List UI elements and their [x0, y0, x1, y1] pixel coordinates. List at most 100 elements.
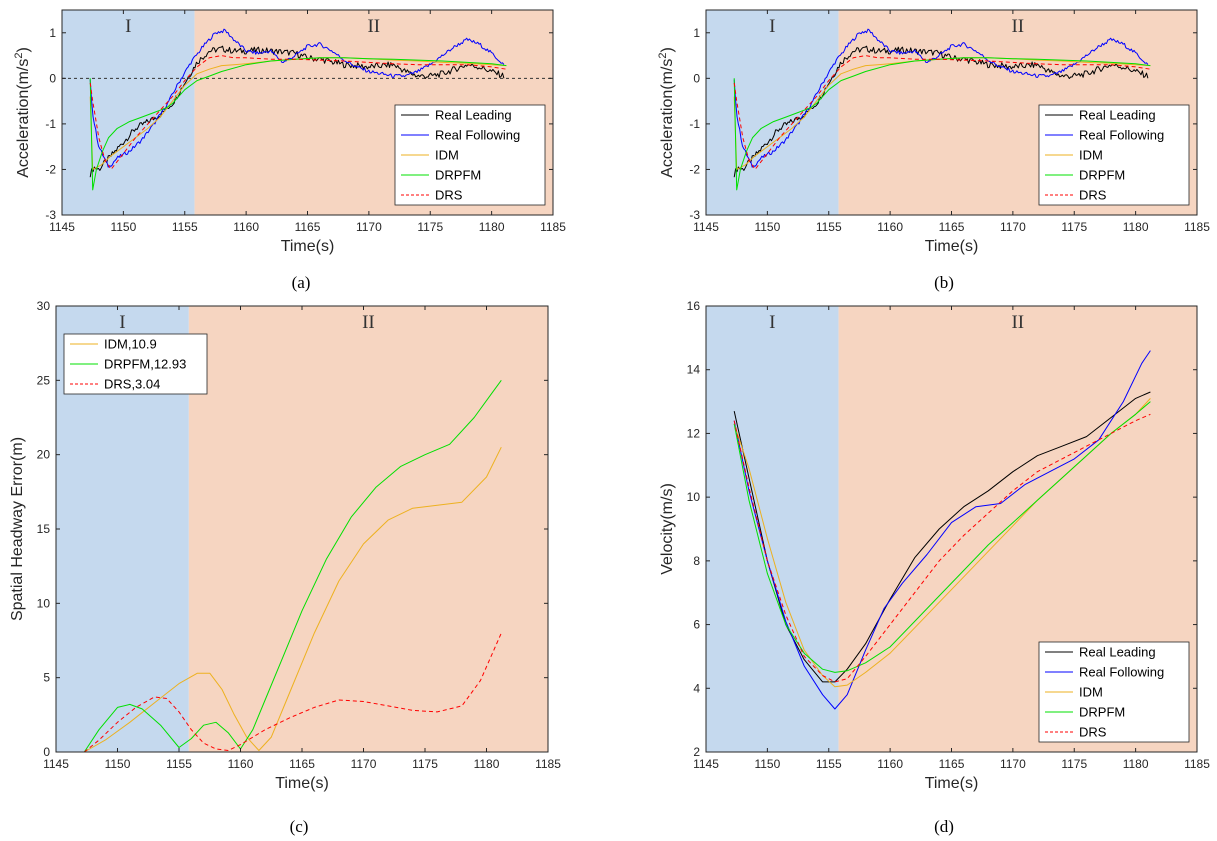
x-tick-label: 1150 — [105, 757, 131, 771]
x-tick-label: 1185 — [1184, 220, 1210, 234]
x-tick-label: 1175 — [1061, 757, 1087, 771]
legend-entry: DRPFM — [1079, 168, 1125, 183]
series-line-drpfm — [733, 57, 1151, 191]
x-tick-label: 1145 — [49, 220, 75, 234]
legend-entry: DRS,3.04 — [104, 377, 160, 392]
y-tick-label: 30 — [37, 299, 51, 313]
x-tick-label: 1185 — [535, 757, 561, 771]
x-tick-label: 1165 — [939, 220, 965, 234]
series-line-idm — [733, 57, 1151, 170]
y-tick-label: 20 — [37, 448, 51, 462]
y-tick-label: -3 — [689, 208, 700, 222]
x-tick-label: 1165 — [295, 220, 321, 234]
series-line-drs — [83, 632, 502, 753]
legend-entry: IDM,10.9 — [104, 337, 157, 352]
x-axis-label: Time(s) — [275, 775, 329, 792]
x-axis-label: Time(s) — [281, 238, 335, 255]
legend-entry: IDM — [1079, 685, 1103, 700]
y-axis-label-superscript: 2 — [13, 53, 25, 59]
y-tick-label: -2 — [689, 162, 700, 176]
x-tick-label: 1155 — [816, 220, 842, 234]
y-tick-label: -1 — [45, 117, 56, 131]
legend-entry: Real Leading — [435, 108, 512, 123]
panel-label: (a) — [292, 273, 311, 292]
y-tick-label: 16 — [687, 299, 701, 313]
x-tick-label: 1170 — [356, 220, 382, 234]
x-tick-label: 1160 — [877, 757, 903, 771]
legend-entry: Real Leading — [1079, 108, 1156, 123]
x-axis-label: Time(s) — [925, 238, 979, 255]
y-axis-label-close: ) — [659, 47, 676, 52]
phase-I-region — [706, 10, 839, 215]
y-tick-label: -3 — [45, 208, 56, 222]
phase-II-label: II — [367, 16, 380, 37]
x-tick-label: 1170 — [351, 757, 377, 771]
y-axis-label: Spatial Headway Error(m) — [9, 437, 26, 621]
legend-entry: DRPFM,12.93 — [104, 357, 186, 372]
y-tick-label: -2 — [45, 162, 56, 176]
x-tick-label: 1185 — [540, 220, 566, 234]
x-tick-label: 1180 — [1123, 757, 1149, 771]
phase-II-label: II — [1011, 312, 1024, 333]
x-tick-label: 1175 — [1061, 220, 1087, 234]
legend-entry: DRPFM — [435, 168, 481, 183]
y-tick-label: 14 — [687, 363, 701, 377]
series-line-drpfm — [89, 57, 507, 191]
y-tick-label: 8 — [693, 554, 700, 568]
x-tick-label: 1160 — [228, 757, 254, 771]
legend: Real Leading Real Following IDM DRPFM DRS — [1038, 104, 1190, 206]
y-tick-label: 2 — [693, 745, 700, 759]
phase-II-label: II — [362, 312, 375, 333]
legend-entry: DRPFM — [1079, 705, 1125, 720]
x-tick-label: 1150 — [754, 757, 780, 771]
y-tick-label: 4 — [693, 681, 700, 695]
series-line-real-leading — [733, 45, 1149, 178]
legend-entry: Real Following — [1079, 665, 1164, 680]
y-tick-label: 12 — [687, 426, 701, 440]
phase-II-region — [188, 306, 548, 752]
x-tick-label: 1170 — [1000, 220, 1026, 234]
x-tick-label: 1180 — [474, 757, 500, 771]
x-tick-label: 1160 — [233, 220, 259, 234]
y-tick-label: 10 — [37, 596, 51, 610]
y-tick-label: 0 — [43, 745, 50, 759]
legend-entry: DRS — [1079, 188, 1107, 203]
x-tick-label: 1180 — [479, 220, 505, 234]
y-axis-label: Acceleration(m/s2) — [657, 47, 676, 178]
y-axis-label-superscript: 2 — [657, 53, 669, 59]
legend: Real Leading Real Following IDM DRPFM DRS — [1038, 641, 1190, 743]
legend-entry: Real Leading — [1079, 645, 1156, 660]
x-tick-label: 1145 — [693, 757, 719, 771]
series-line-drpfm — [733, 401, 1151, 673]
legend-entry: IDM — [435, 148, 459, 163]
phase-I-label: I — [769, 312, 775, 333]
y-tick-label: 10 — [687, 490, 701, 504]
phase-II-label: II — [1011, 16, 1024, 37]
legend: IDM,10.9 DRPFM,12.93 DRS,3.04 — [63, 333, 208, 395]
legend-entry: DRS — [435, 188, 463, 203]
x-tick-label: 1155 — [166, 757, 192, 771]
y-tick-label: -1 — [689, 117, 700, 131]
y-tick-label: 6 — [693, 618, 700, 632]
y-axis-label-close: ) — [15, 47, 32, 52]
legend-entry: IDM — [1079, 148, 1103, 163]
phase-I-label: I — [125, 16, 131, 37]
series-line-drpfm — [83, 380, 502, 753]
x-axis-label: Time(s) — [925, 775, 979, 792]
y-tick-label: 1 — [49, 26, 56, 40]
x-tick-label: 1180 — [1123, 220, 1149, 234]
panel-label: (c) — [290, 817, 309, 836]
panel-label: (b) — [934, 273, 954, 292]
x-tick-label: 1175 — [417, 220, 443, 234]
y-tick-label: 1 — [693, 26, 700, 40]
x-tick-label: 1150 — [754, 220, 780, 234]
x-tick-label: 1165 — [939, 757, 965, 771]
y-tick-label: 0 — [693, 71, 700, 85]
y-tick-label: 25 — [37, 373, 51, 387]
x-tick-label: 1175 — [412, 757, 438, 771]
series-line-real-leading — [89, 45, 505, 178]
